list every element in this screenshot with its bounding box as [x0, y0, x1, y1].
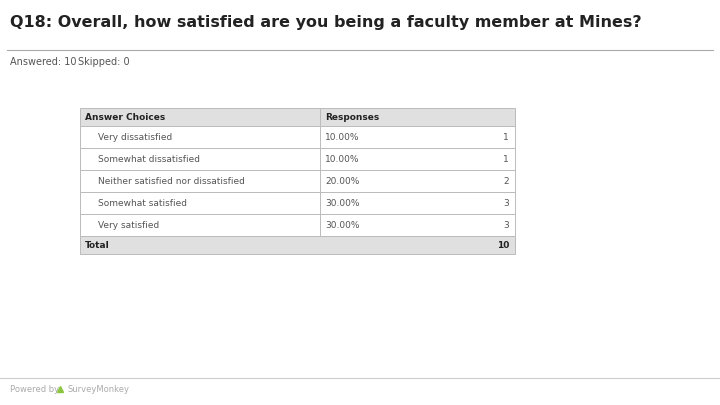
- Text: Powered by: Powered by: [10, 386, 59, 394]
- Text: Answered: 10: Answered: 10: [10, 57, 76, 67]
- Text: Somewhat satisfied: Somewhat satisfied: [98, 198, 187, 207]
- Text: 3: 3: [503, 220, 509, 230]
- Text: Very satisfied: Very satisfied: [98, 220, 159, 230]
- Text: Skipped: 0: Skipped: 0: [78, 57, 130, 67]
- Bar: [80, 192, 515, 214]
- Text: 3: 3: [503, 198, 509, 207]
- Text: 1: 1: [503, 154, 509, 164]
- Bar: [80, 170, 515, 192]
- Text: Responses: Responses: [325, 113, 379, 121]
- Text: Total: Total: [85, 241, 109, 249]
- Text: 10.00%: 10.00%: [325, 132, 359, 141]
- Text: Q18: Overall, how satisfied are you being a faculty member at Mines?: Q18: Overall, how satisfied are you bein…: [10, 15, 642, 30]
- Text: SurveyMonkey: SurveyMonkey: [67, 386, 129, 394]
- Bar: [80, 214, 515, 236]
- Bar: [80, 148, 515, 170]
- Text: Very dissatisfied: Very dissatisfied: [98, 132, 172, 141]
- Text: 2: 2: [503, 177, 509, 185]
- Bar: [80, 236, 515, 254]
- Text: 10: 10: [497, 241, 509, 249]
- Text: Neither satisfied nor dissatisfied: Neither satisfied nor dissatisfied: [98, 177, 245, 185]
- Text: 30.00%: 30.00%: [325, 220, 359, 230]
- Text: 20.00%: 20.00%: [325, 177, 359, 185]
- Text: 1: 1: [503, 132, 509, 141]
- Text: 30.00%: 30.00%: [325, 198, 359, 207]
- Text: Somewhat dissatisfied: Somewhat dissatisfied: [98, 154, 200, 164]
- Text: Answer Choices: Answer Choices: [85, 113, 166, 121]
- Bar: [80, 126, 515, 148]
- Bar: [80, 108, 515, 126]
- Text: 10.00%: 10.00%: [325, 154, 359, 164]
